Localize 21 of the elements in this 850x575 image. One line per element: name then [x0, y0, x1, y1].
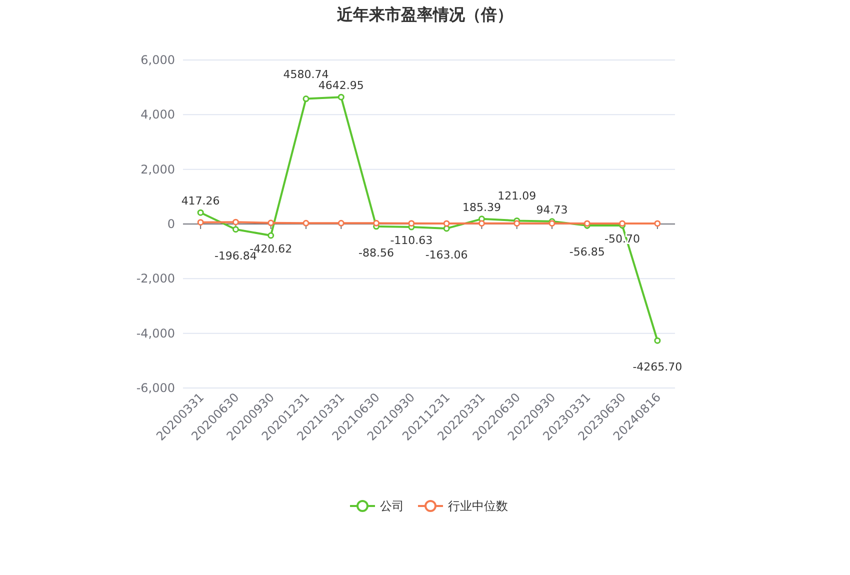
data-label: -88.56 [358, 246, 394, 260]
data-label: -4265.70 [632, 360, 682, 374]
y-tick-label: 4,000 [140, 108, 175, 122]
data-label: -110.63 [390, 234, 433, 248]
legend-label: 行业中位数 [448, 499, 508, 513]
data-label: 4580.74 [283, 68, 329, 81]
data-label: -163.06 [425, 248, 468, 262]
y-tick-label: -2,000 [136, 272, 175, 286]
data-label: 94.73 [536, 203, 568, 216]
legend-label: 公司 [380, 499, 404, 513]
data-label: 4642.95 [318, 79, 364, 92]
y-tick-label: -6,000 [136, 381, 175, 395]
y-tick-label: -4,000 [136, 326, 175, 340]
y-tick-label: 2,000 [140, 162, 175, 176]
chart-title: 近年来市盈率情况（倍） [336, 5, 513, 24]
data-label: 417.26 [181, 194, 220, 208]
y-tick-label: 0 [167, 217, 175, 231]
y-tick-label: 6,000 [140, 53, 175, 67]
data-label: 185.39 [462, 200, 501, 214]
data-label: 121.09 [498, 190, 536, 203]
data-label: -56.85 [569, 246, 605, 259]
